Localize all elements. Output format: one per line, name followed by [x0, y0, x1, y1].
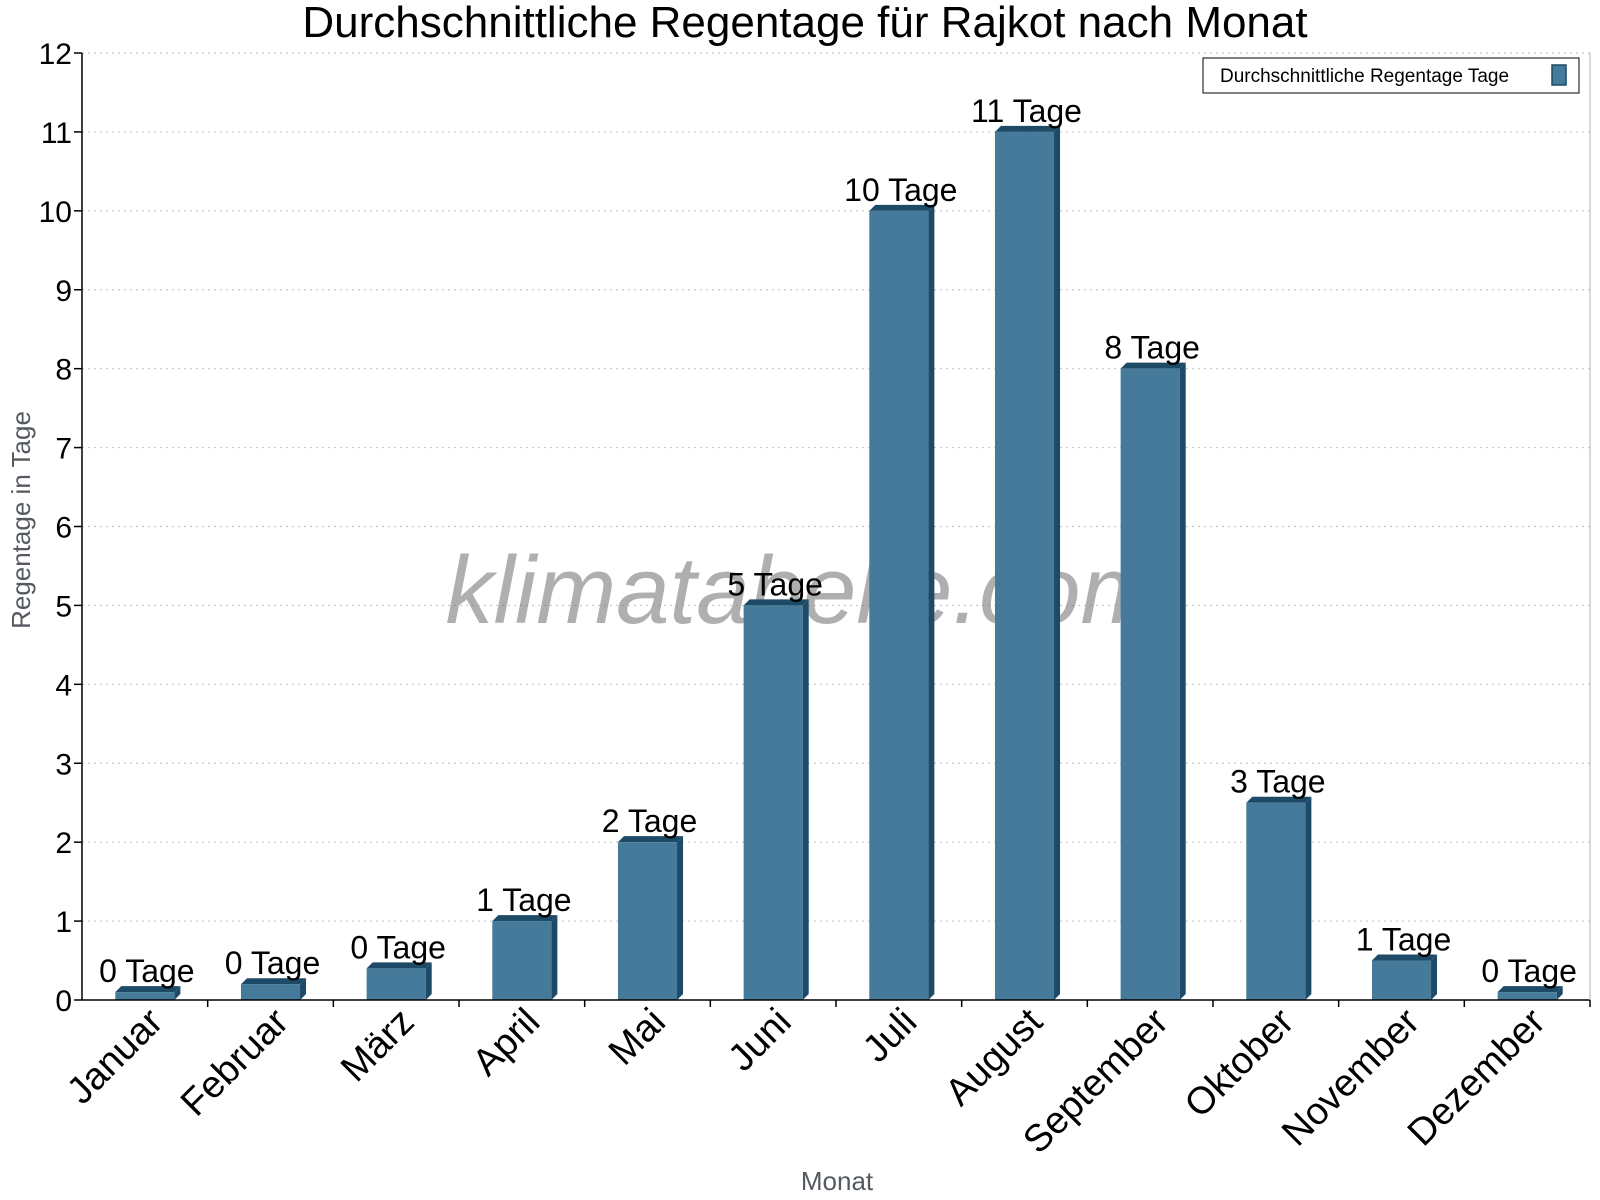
legend-box [1202, 57, 1580, 94]
bar [492, 915, 558, 1000]
bar-top [115, 986, 181, 993]
bar-top [1371, 954, 1438, 961]
bar-side [1431, 954, 1438, 1000]
chart-title: Durchschnittliche Regentage für Rajkot n… [302, 0, 1307, 47]
bar [994, 125, 1061, 1000]
y-tick-label: 10 [39, 196, 72, 229]
bar-top [492, 915, 558, 922]
bars [115, 125, 1563, 1001]
y-tick-label: 2 [55, 827, 72, 860]
data-label: 1 Tage [476, 882, 572, 918]
bar-front [743, 605, 803, 1000]
data-label: 3 Tage [1230, 764, 1326, 800]
legend: Durchschnittliche Regentage Tage [1202, 57, 1580, 94]
y-tick-label: 5 [55, 590, 72, 623]
y-tick-label: 0 [55, 985, 72, 1018]
bar [617, 836, 684, 1000]
bar-front [115, 992, 175, 1000]
bar-front [1497, 992, 1557, 1000]
bar-side [802, 599, 809, 1000]
y-tick-label: 3 [55, 748, 72, 781]
y-axis-label: Regentage in Tage [6, 411, 36, 629]
data-label: 10 Tage [844, 172, 957, 208]
bar-side [928, 204, 935, 1001]
bar-front [617, 842, 678, 1000]
x-axis-label: Monat [801, 1166, 874, 1196]
data-label: 0 Tage [99, 953, 195, 989]
axes [74, 52, 1591, 1007]
x-tick-label: Januar [59, 1000, 171, 1112]
x-tick-label: Juni [721, 1001, 800, 1080]
data-labels: 0 Tage 0 Tage 0 Tage 1 Tage 2 Tage 5 Tage 10 T… [99, 93, 1577, 989]
y-tick-label: 8 [55, 354, 72, 387]
bar-top [994, 125, 1061, 132]
bar-side [425, 962, 432, 1000]
x-tick-label: April [465, 1001, 548, 1084]
y-tick-label: 1 [55, 906, 72, 939]
x-tick-label: Dezember [1400, 1000, 1554, 1154]
bar [366, 962, 432, 1000]
data-label: 0 Tage [225, 945, 321, 981]
legend-label: Durchschnittliche Regentage Tage [1220, 66, 1509, 87]
bar [1120, 362, 1186, 1001]
bar-top [1246, 796, 1312, 803]
data-label: 1 Tage [1356, 922, 1452, 958]
data-label: 5 Tage [727, 566, 823, 602]
bar-side [1054, 125, 1061, 1000]
bar [869, 204, 935, 1001]
data-label: 11 Tage [971, 93, 1082, 129]
bar-side [677, 836, 684, 1000]
bar [1246, 796, 1312, 1000]
bar-side [1305, 796, 1312, 1000]
bar [1497, 986, 1563, 1000]
bar-front [1120, 368, 1180, 1001]
bar-side [551, 915, 558, 1000]
bar-front [869, 210, 929, 1001]
y-tick-label: 11 [41, 117, 72, 150]
x-tick-label: November [1274, 1000, 1428, 1154]
data-label: 8 Tage [1104, 330, 1200, 366]
bar-side [1556, 986, 1563, 1000]
bar-top [1497, 986, 1563, 993]
bar-front [492, 921, 552, 1000]
data-label: 0 Tage [1481, 953, 1577, 989]
bar-front [1371, 960, 1432, 1000]
y-tick-label: 9 [55, 275, 72, 308]
x-tick-label: Oktober [1177, 1000, 1303, 1126]
bar-side [1179, 362, 1186, 1001]
bar-top [743, 599, 809, 606]
y-tick-label: 6 [55, 512, 72, 545]
bar [115, 986, 181, 1000]
legend-swatch [1551, 64, 1567, 86]
bar-side [174, 986, 181, 1000]
x-tick-label: Juli [855, 1001, 925, 1071]
y-tick-label: 12 [39, 38, 72, 71]
bar-side [300, 978, 307, 1000]
bar-front [366, 968, 426, 1000]
bar-top [240, 978, 307, 985]
x-tick-label: August [938, 1000, 1052, 1114]
bar-front [1246, 802, 1306, 1000]
bar-front [994, 131, 1055, 1000]
y-tick-label: 4 [55, 669, 72, 702]
bar-top [1120, 362, 1186, 369]
bar [743, 599, 809, 1000]
bar-top [869, 204, 935, 211]
bar [1371, 954, 1438, 1000]
bar-top [617, 836, 684, 843]
bar-top [366, 962, 432, 969]
data-label: 0 Tage [350, 929, 446, 965]
y-tick-label: 7 [55, 433, 72, 466]
bar-front [240, 984, 301, 1000]
bar [240, 978, 307, 1000]
data-label: 2 Tage [602, 803, 698, 839]
x-tick-label: Mai [601, 1001, 674, 1074]
grid-lines [82, 52, 1590, 922]
x-tick-label: Februar [173, 1000, 297, 1124]
x-tick-label: März [333, 1001, 422, 1090]
